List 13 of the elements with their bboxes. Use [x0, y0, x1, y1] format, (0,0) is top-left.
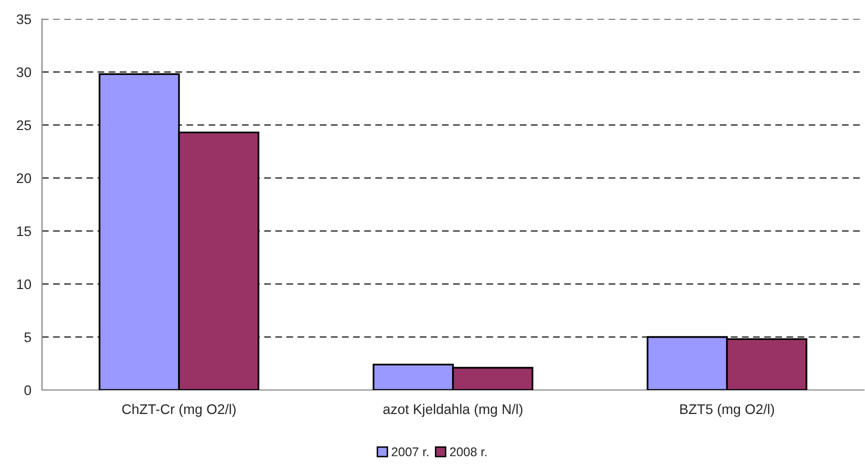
legend-label: 2007 r. — [392, 447, 428, 456]
y-tick-label: 10 — [17, 279, 32, 290]
y-tick-label: 25 — [16, 120, 32, 130]
x-tick-label: azot Kjeldahla (mg N/l) — [383, 404, 522, 417]
y-tick-label: 30 — [16, 67, 32, 78]
y-tick-label: 20 — [16, 173, 32, 184]
legend-label: 2008 r. — [450, 447, 486, 456]
x-tick-label: ChZT-Cr (mg O2/l) — [122, 404, 236, 417]
y-tick-label: 15 — [17, 226, 32, 236]
y-tick-label: 35 — [16, 14, 32, 24]
x-tick-label: BZT5 (mg O2/l) — [680, 404, 774, 417]
y-tick-label: 0 — [24, 385, 32, 396]
y-tick-label: 5 — [24, 332, 31, 342]
